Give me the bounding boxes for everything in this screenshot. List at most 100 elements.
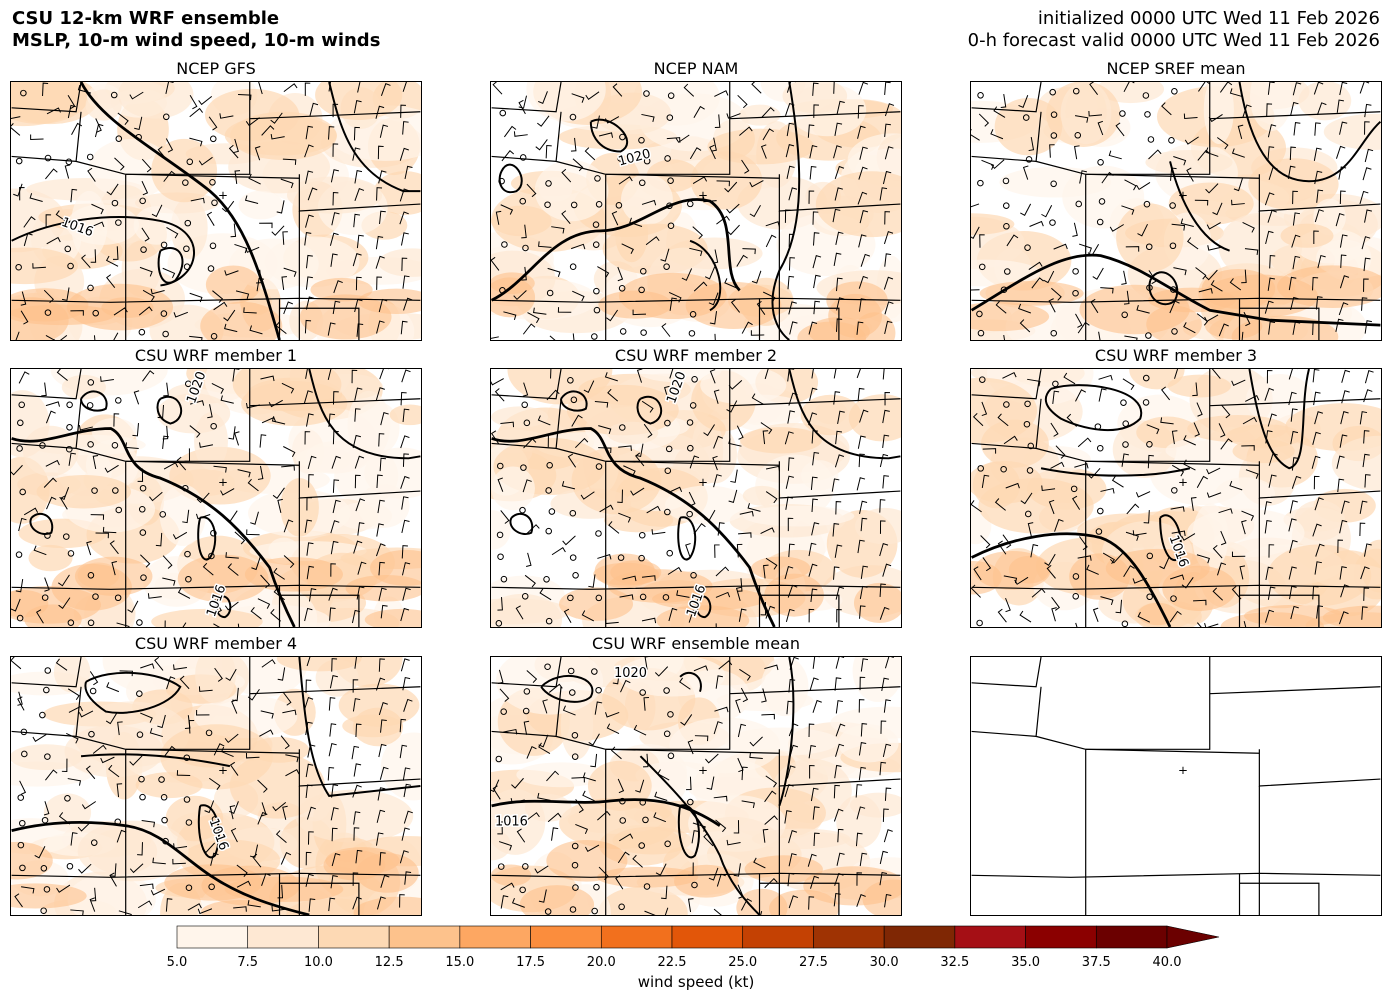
wind-barb bbox=[1109, 552, 1123, 564]
wind-barb bbox=[78, 863, 92, 874]
wind-barb bbox=[879, 606, 890, 620]
wind-barb bbox=[1267, 146, 1275, 160]
wind-barb bbox=[330, 169, 339, 183]
wind-shade-blob bbox=[797, 321, 867, 340]
wind-barb bbox=[1359, 82, 1370, 94]
wind-barb bbox=[259, 434, 267, 448]
wind-barb bbox=[692, 176, 708, 184]
wind-barb bbox=[1171, 223, 1186, 231]
isobar bbox=[1040, 467, 1191, 477]
calm-circle bbox=[15, 157, 23, 165]
wind-barb bbox=[331, 827, 338, 842]
wind-barb bbox=[139, 266, 153, 277]
wind-shade-blob bbox=[621, 174, 673, 225]
wind-barb bbox=[1312, 369, 1320, 383]
wind-barb bbox=[85, 765, 96, 780]
wind-barb bbox=[981, 474, 990, 489]
wind-barb bbox=[304, 431, 311, 445]
calm-circle bbox=[667, 711, 674, 718]
wind-barb bbox=[1132, 577, 1147, 584]
calm-circle bbox=[1025, 156, 1033, 163]
state-border bbox=[971, 584, 1381, 590]
wind-barb bbox=[713, 795, 728, 802]
calm-circle bbox=[619, 424, 626, 431]
wind-barb bbox=[351, 745, 360, 760]
map-svg: + bbox=[971, 657, 1381, 915]
calm-circle bbox=[1095, 528, 1103, 535]
wind-barb bbox=[688, 609, 698, 623]
wind-barb bbox=[237, 469, 251, 478]
wind-barb bbox=[111, 561, 117, 576]
wind-barb bbox=[196, 709, 210, 716]
wind-barb bbox=[515, 605, 524, 620]
wind-barb bbox=[764, 369, 769, 380]
wind-barb bbox=[1314, 122, 1321, 136]
wind-barb bbox=[669, 369, 674, 379]
calm-circle bbox=[1171, 487, 1178, 494]
calm-circle bbox=[18, 401, 26, 409]
wind-barb bbox=[618, 445, 632, 451]
calm-circle bbox=[64, 795, 71, 802]
wind-barb bbox=[206, 211, 215, 226]
wind-barb bbox=[152, 857, 166, 865]
wind-barb bbox=[1192, 382, 1198, 397]
state-border bbox=[249, 398, 421, 407]
wind-barb bbox=[611, 211, 619, 226]
wind-barb bbox=[232, 687, 239, 702]
wind-barb bbox=[1242, 221, 1255, 233]
state-border bbox=[555, 398, 607, 627]
wind-barb bbox=[808, 896, 815, 910]
panel-title-sref: NCEP SREF mean bbox=[1106, 59, 1246, 78]
isobar bbox=[677, 516, 697, 561]
wind-barb bbox=[714, 333, 716, 340]
wind-barb bbox=[1050, 461, 1065, 469]
calm-circle bbox=[184, 219, 192, 227]
wind-barb bbox=[990, 159, 1005, 170]
wind-barb bbox=[1218, 323, 1229, 337]
wind-barb bbox=[574, 437, 589, 449]
wind-barb bbox=[1336, 455, 1345, 469]
wind-barb bbox=[162, 577, 176, 586]
wind-barb bbox=[1364, 148, 1374, 163]
wind-barb bbox=[742, 248, 756, 255]
calm-circle bbox=[664, 155, 671, 162]
wind-barb bbox=[728, 489, 738, 503]
calm-circle bbox=[1170, 595, 1177, 602]
calm-circle bbox=[1072, 268, 1079, 275]
wind-barb bbox=[622, 575, 637, 582]
wind-barb bbox=[837, 828, 844, 843]
wind-barb bbox=[29, 193, 43, 202]
wind-shade-blob bbox=[286, 176, 383, 214]
wind-barb bbox=[355, 723, 362, 738]
wind-barb bbox=[32, 733, 47, 742]
wind-barb bbox=[539, 588, 552, 601]
state-border bbox=[491, 82, 562, 113]
wind-barb bbox=[668, 607, 678, 622]
wind-barb bbox=[189, 95, 198, 110]
wind-barb bbox=[45, 214, 52, 228]
wind-barb bbox=[247, 688, 260, 701]
wind-shade-blob bbox=[1192, 503, 1229, 572]
calm-circle bbox=[667, 92, 675, 99]
wind-shade-blob bbox=[11, 297, 69, 340]
wind-barb bbox=[1264, 501, 1272, 515]
wind-barb bbox=[1180, 218, 1194, 227]
wind-barb bbox=[1078, 243, 1092, 253]
wind-barb bbox=[499, 688, 510, 702]
wind-barb bbox=[332, 143, 339, 157]
wind-barb bbox=[1132, 530, 1147, 536]
wind-barb bbox=[689, 247, 703, 257]
wind-barb bbox=[305, 721, 313, 736]
wind-barb bbox=[736, 578, 743, 592]
wind-barb bbox=[356, 586, 365, 600]
wind-shade-blob bbox=[1248, 158, 1339, 211]
wind-barb bbox=[749, 180, 764, 188]
wind-barb bbox=[306, 806, 316, 820]
calm-circle bbox=[687, 444, 694, 452]
wind-shade-blob bbox=[971, 302, 1050, 332]
calm-circle bbox=[977, 179, 984, 187]
wind-shade-blob bbox=[491, 272, 535, 295]
wind-barb bbox=[749, 752, 763, 760]
wind-barb bbox=[234, 431, 240, 446]
wind-barb bbox=[1363, 257, 1371, 272]
